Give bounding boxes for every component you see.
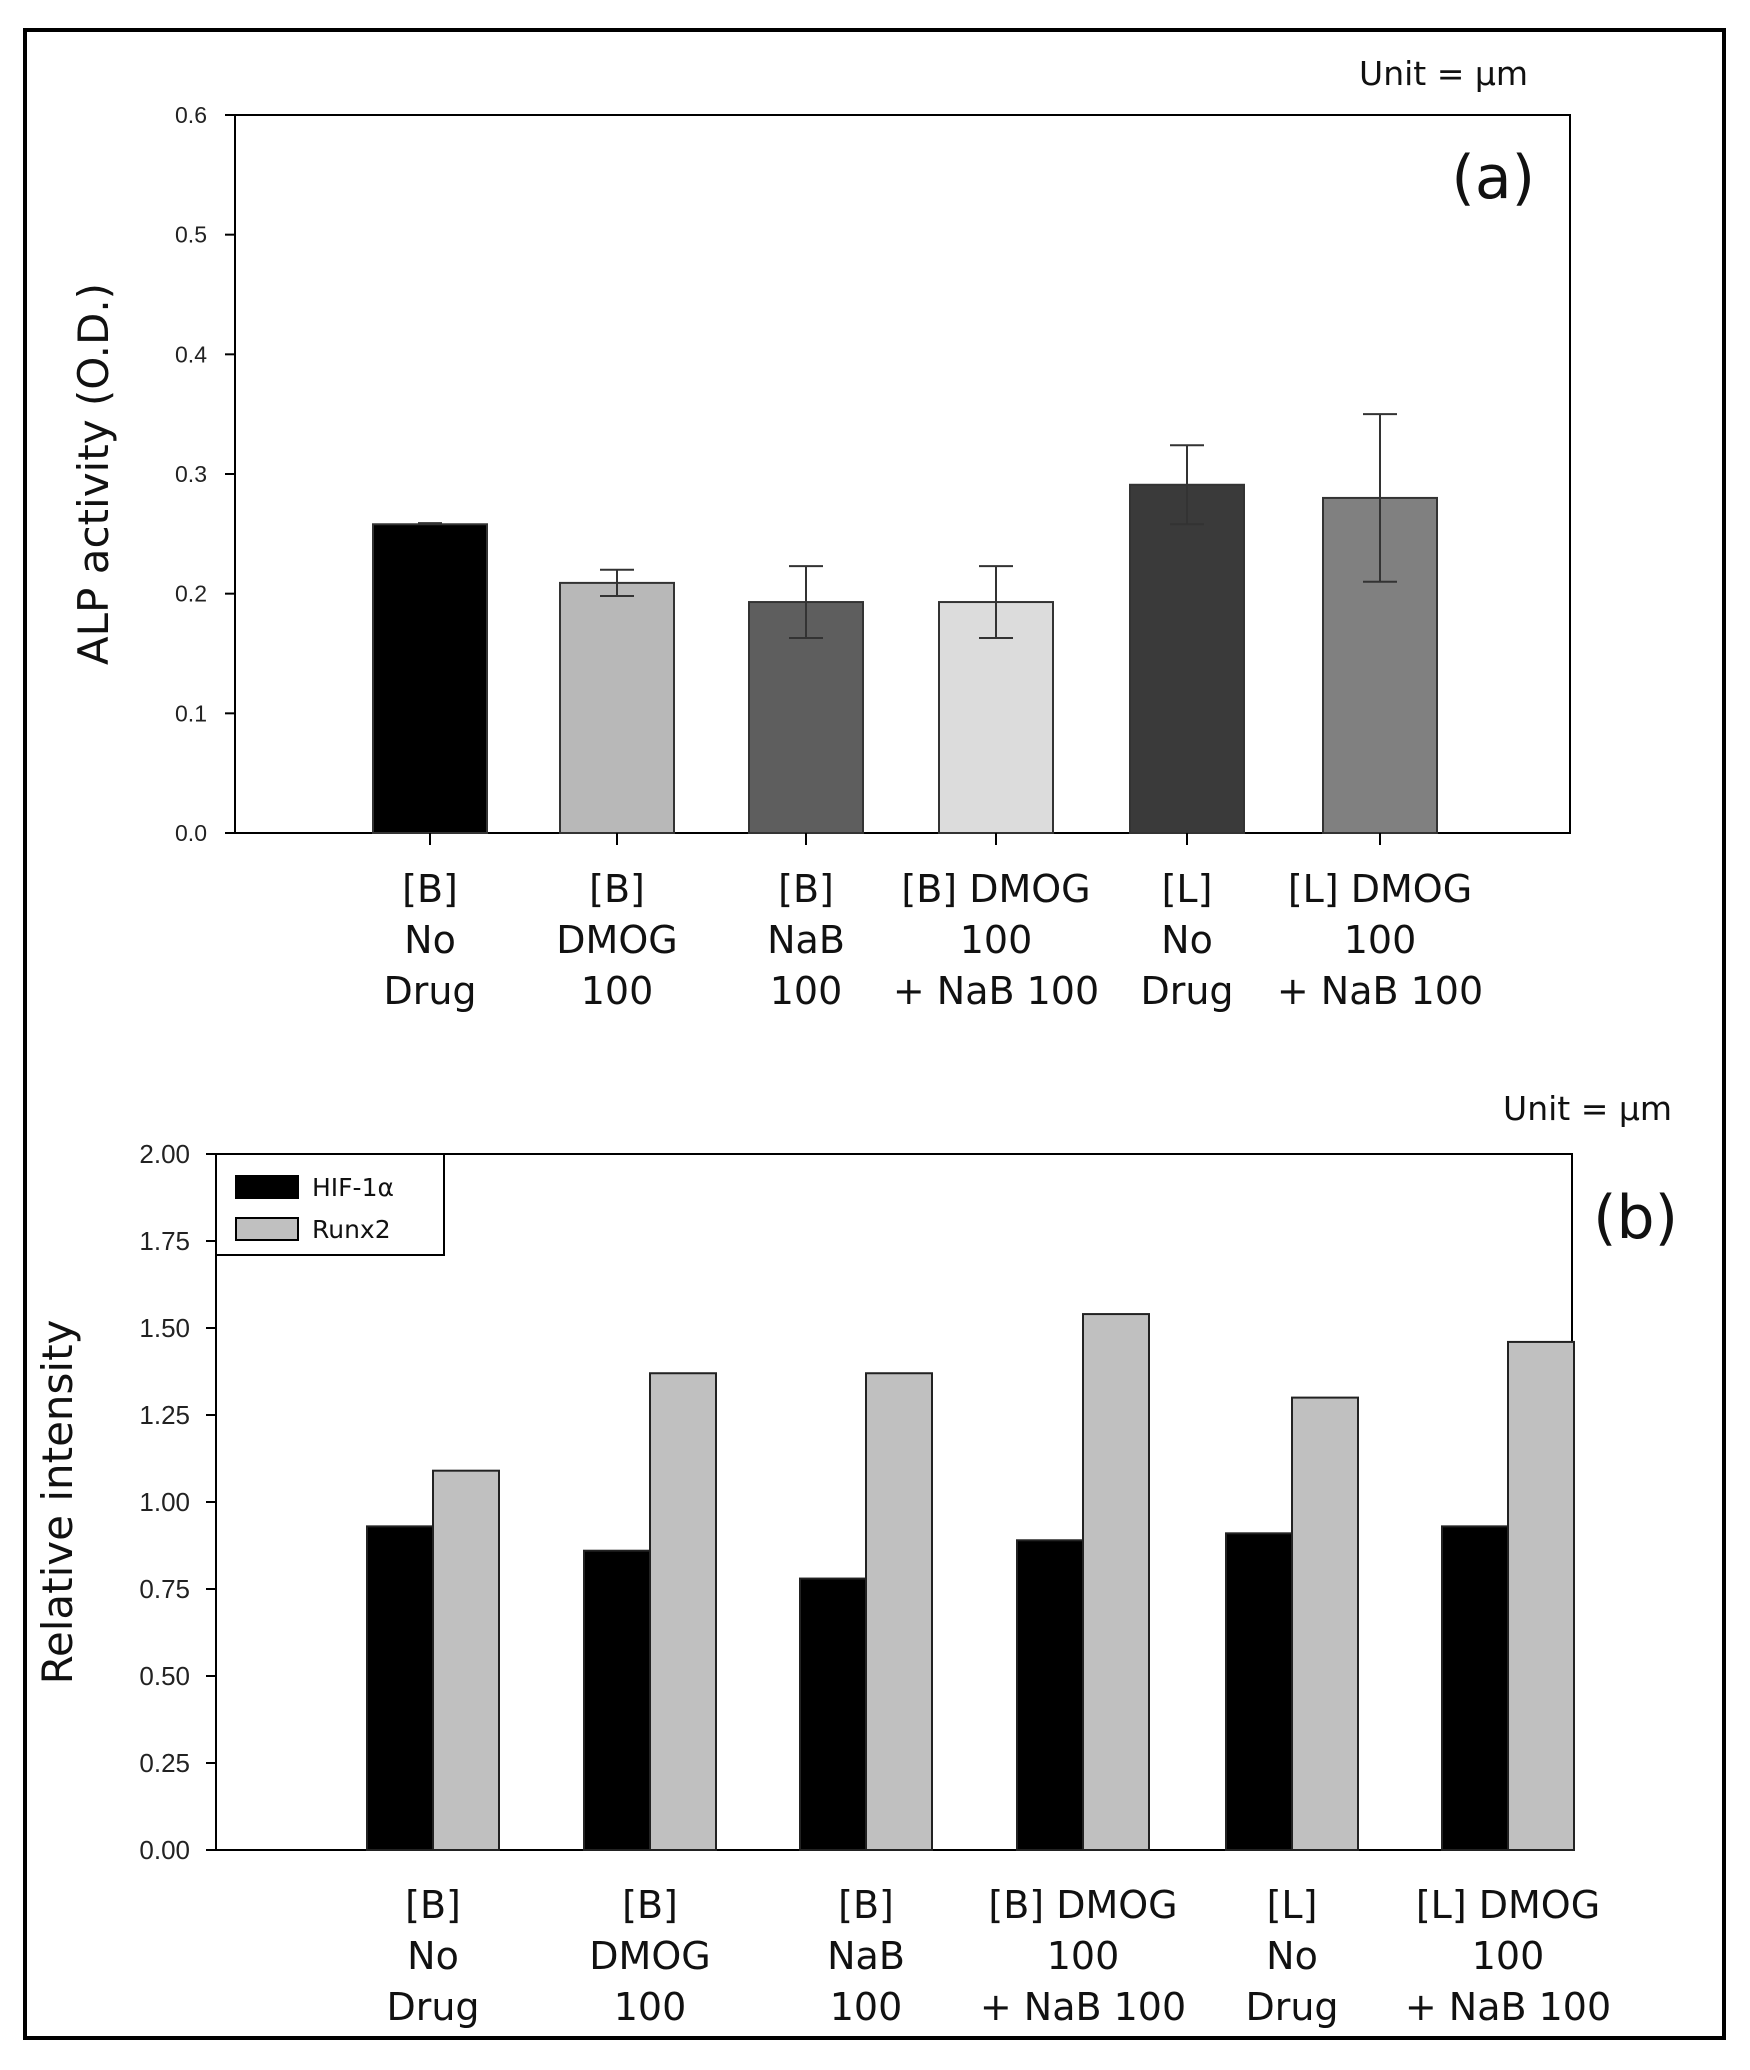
x-category-label-b: 100 [1047,1934,1120,1978]
x-category-label-a: + NaB 100 [893,969,1099,1013]
bar-hif1a [1225,1532,1293,1851]
y-tick-label-a: 0.0 [175,820,207,846]
bar-a [748,601,864,834]
x-category-label-b: [L] DMOG [1416,1883,1600,1927]
legend-label: Runx2 [312,1215,391,1244]
x-category-label-a: [B] [778,867,834,911]
x-category-label-a: 100 [770,969,843,1013]
bar-a [1129,483,1245,834]
x-category-label-b: No [407,1934,459,1978]
x-category-label-b: [B] [622,1883,678,1927]
y-tick-label-a: 0.5 [175,222,207,248]
y-tick-label-b: 0.50 [139,1661,190,1691]
y-axis-label-b: Relative intensity [33,1320,82,1685]
y-tick-label-a: 0.1 [175,700,207,726]
y-tick-label-a: 0.2 [175,581,207,607]
x-category-label-a: Drug [383,969,476,1013]
x-category-label-b: DMOG [589,1934,710,1978]
y-axis-label-a: ALP activity (O.D.) [69,283,118,665]
bar-hif1a [799,1577,867,1852]
bar-runx2 [865,1372,933,1851]
x-category-label-a: No [404,918,456,962]
x-category-label-a: + NaB 100 [1277,969,1483,1013]
y-tick-label-a: 0.6 [175,102,207,128]
panel-label-b: (b) [1593,1183,1678,1253]
x-category-label-b: NaB [827,1934,905,1978]
y-tick-label-b: 1.50 [139,1313,190,1343]
x-category-label-a: [B] DMOG [901,867,1090,911]
legend-swatch [235,1217,299,1241]
x-category-label-a: 100 [960,918,1033,962]
bar-a [938,601,1054,834]
y-tick-label-b: 2.00 [139,1139,190,1169]
bar-hif1a [583,1549,651,1851]
x-category-label-b: [L] [1267,1883,1318,1927]
x-category-label-b: 100 [614,1985,687,2029]
x-category-label-a: 100 [581,969,654,1013]
x-category-label-b: [B] DMOG [988,1883,1177,1927]
x-category-label-b: 100 [1472,1934,1545,1978]
y-tick-label-b: 1.25 [139,1400,190,1430]
bar-runx2 [649,1372,717,1851]
bar-runx2 [432,1469,500,1852]
x-category-label-b: + NaB 100 [1405,1985,1611,2029]
unit-note-a: Unit = μm [1359,54,1528,93]
bar-hif1a [366,1525,434,1851]
x-category-label-a: [B] [402,867,458,911]
figure-frame [23,28,1726,2040]
bar-a [559,581,675,834]
unit-note-b: Unit = μm [1503,1089,1672,1128]
x-category-label-b: Drug [1245,1985,1338,2029]
x-category-label-b: [B] [405,1883,461,1927]
x-category-label-a: No [1161,918,1213,962]
x-category-label-a: DMOG [556,918,677,962]
bar-runx2 [1507,1340,1575,1852]
x-category-label-a: 100 [1344,918,1417,962]
y-tick-label-b: 0.00 [139,1835,190,1865]
legend-label: HIF-1α [312,1173,394,1202]
x-category-label-b: 100 [830,1985,903,2029]
x-category-label-a: NaB [767,918,845,962]
y-tick-label-b: 1.75 [139,1226,190,1256]
x-category-label-b: No [1266,1934,1318,1978]
bar-runx2 [1082,1313,1150,1851]
bar-hif1a [1016,1539,1084,1852]
bar-runx2 [1291,1396,1359,1851]
x-category-label-a: [L] [1162,867,1213,911]
x-category-label-a: [L] DMOG [1288,867,1472,911]
x-category-label-b: Drug [386,1985,479,2029]
y-tick-label-b: 0.75 [139,1574,190,1604]
x-category-label-b: [B] [838,1883,894,1927]
x-category-label-a: [B] [589,867,645,911]
y-tick-label-a: 0.3 [175,461,207,487]
bar-hif1a [1441,1525,1509,1851]
y-tick-label-b: 0.25 [139,1748,190,1778]
bar-a [372,523,488,834]
legend-swatch [235,1175,299,1199]
x-category-label-b: + NaB 100 [980,1985,1186,2029]
x-category-label-a: Drug [1140,969,1233,1013]
y-tick-label-b: 1.00 [139,1487,190,1517]
panel-label-a: (a) [1451,143,1535,213]
y-tick-label-a: 0.4 [175,341,207,367]
